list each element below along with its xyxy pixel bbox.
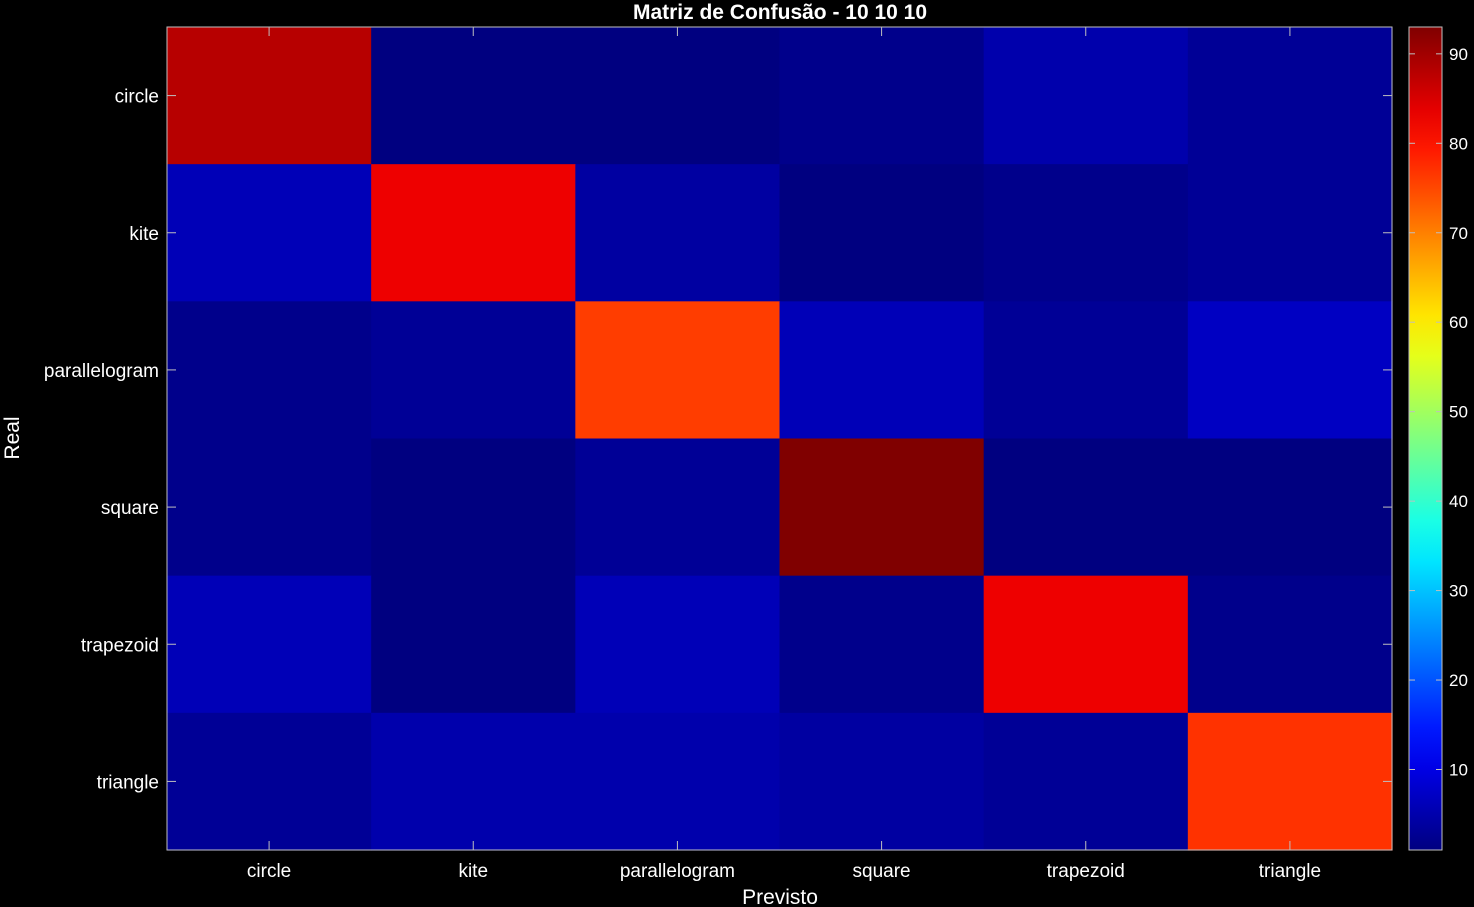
heatmap-cell-kite-triangle: [1187, 164, 1393, 302]
heatmap-cell-kite-trapezoid: [983, 164, 1189, 302]
colorbar-tick-label-60: 60: [1449, 313, 1468, 332]
x-axis-label: Previsto: [742, 886, 818, 907]
heatmap-cells: [167, 27, 1393, 851]
y-tick-label-kite: kite: [129, 224, 159, 245]
heatmap-cell-trapezoid-parallelogram: [575, 575, 781, 714]
heatmap-cell-circle-square: [779, 27, 985, 165]
y-tick-label-parallelogram: parallelogram: [44, 361, 159, 382]
heatmap-cell-kite-parallelogram: [575, 164, 781, 302]
heatmap-cell-parallelogram-kite: [371, 301, 576, 440]
colorbar-tick-label-30: 30: [1449, 582, 1468, 601]
y-tick-label-trapezoid: trapezoid: [81, 635, 159, 656]
x-tick-label-trapezoid: trapezoid: [1047, 861, 1125, 882]
x-tick-label-square: square: [853, 861, 911, 882]
heatmap-cell-square-trapezoid: [983, 438, 1189, 577]
colorbar-frame: [1408, 26, 1443, 851]
colorbar-tick-label-70: 70: [1449, 224, 1468, 243]
y-tick-label-circle: circle: [115, 87, 159, 108]
colorbar-tick-label-80: 80: [1449, 134, 1468, 153]
x-tick-label-parallelogram: parallelogram: [620, 861, 735, 882]
colorbar-tick-label-40: 40: [1449, 492, 1468, 511]
colorbar: 10 20 30 40 50 60 70 80 90: [1408, 26, 1468, 851]
colorbar-tick-label-90: 90: [1449, 45, 1468, 64]
y-tick-labels: circle kite parallelogram square trapezoid tr…: [44, 87, 159, 794]
heatmap-cell-triangle-parallelogram: [575, 712, 781, 851]
colorbar-gradient: [1409, 27, 1442, 850]
x-tick-label-circle: circle: [247, 861, 291, 882]
heatmap-cell-circle-parallelogram: [575, 27, 781, 165]
x-tick-labels: circle kite parallelogram square trapezoid tr…: [247, 861, 1321, 882]
heatmap-cell-parallelogram-circle: [167, 301, 372, 440]
heatmap-cell-kite-circle: [167, 164, 372, 302]
y-tick-label-square: square: [101, 498, 159, 519]
heatmap-cell-square-circle: [167, 438, 372, 577]
heatmap-cell-square-square: [779, 438, 985, 577]
heatmap-cell-kite-kite: [371, 164, 576, 302]
heatmap-cell-trapezoid-triangle: [1187, 575, 1393, 714]
heatmap-cell-triangle-triangle: [1187, 712, 1393, 851]
heatmap-cell-triangle-circle: [167, 712, 372, 851]
y-tick-label-triangle: triangle: [97, 772, 159, 793]
heatmap-cell-triangle-trapezoid: [983, 712, 1189, 851]
plot-frame: [166, 26, 1393, 851]
axis-ticks: [167, 27, 1392, 850]
heatmap-cell-parallelogram-triangle: [1187, 301, 1393, 440]
colorbar-tick-label-50: 50: [1449, 403, 1468, 422]
heatmap-cell-trapezoid-square: [779, 575, 985, 714]
heatmap-cell-circle-trapezoid: [983, 27, 1189, 165]
heatmap-cell-parallelogram-parallelogram: [575, 301, 781, 440]
heatmap-cell-circle-circle: [167, 27, 372, 165]
heatmap-cell-parallelogram-trapezoid: [983, 301, 1189, 440]
chart-title: Matriz de Confusão - 10 10 10: [633, 1, 927, 24]
heatmap-cell-circle-kite: [371, 27, 576, 165]
heatmap-cell-square-parallelogram: [575, 438, 781, 577]
heatmap-cell-square-triangle: [1187, 438, 1393, 577]
heatmap-cell-trapezoid-circle: [167, 575, 372, 714]
heatmap-cell-trapezoid-kite: [371, 575, 576, 714]
colorbar-tick-label-20: 20: [1449, 671, 1468, 690]
y-axis-label: Real: [1, 416, 24, 459]
x-tick-label-kite: kite: [458, 861, 488, 882]
heatmap-cell-triangle-square: [779, 712, 985, 851]
heatmap-cell-circle-triangle: [1187, 27, 1393, 165]
heatmap-cell-square-kite: [371, 438, 576, 577]
x-tick-label-triangle: triangle: [1259, 861, 1321, 882]
heatmap-cell-kite-square: [779, 164, 985, 302]
heatmap-cell-triangle-kite: [371, 712, 576, 851]
heatmap-cell-parallelogram-square: [779, 301, 985, 440]
colorbar-tick-label-10: 10: [1449, 760, 1468, 779]
heatmap-cell-trapezoid-trapezoid: [983, 575, 1189, 714]
